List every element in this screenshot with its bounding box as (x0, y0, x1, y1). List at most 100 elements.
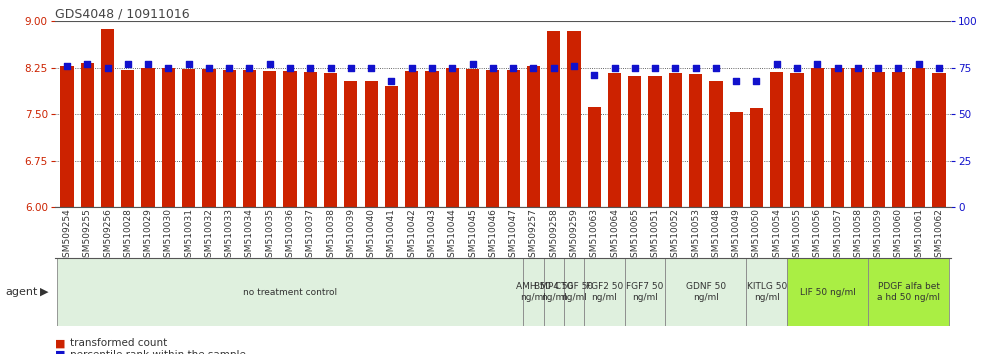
Point (221, 65, 237, 70)
Text: AMH 50
ng/ml: AMH 50 ng/ml (516, 282, 551, 302)
Bar (527, 66, 540, 354)
Bar (161, 68, 175, 354)
Point (323, 65, 339, 70)
Point (830, 65, 846, 70)
Bar (624, 258, 665, 326)
Bar (544, 258, 564, 326)
Text: PDGF alfa bet
a hd 50 ng/ml: PDGF alfa bet a hd 50 ng/ml (877, 282, 940, 302)
Bar (791, 73, 804, 354)
Point (80, 61, 96, 67)
Point (931, 65, 947, 70)
Bar (202, 69, 215, 354)
Bar (648, 76, 661, 354)
Bar (445, 68, 459, 354)
Bar (869, 258, 949, 326)
Text: ■: ■ (55, 350, 66, 354)
Point (464, 61, 480, 67)
Point (626, 65, 642, 70)
Text: FGF2 50
ng/ml: FGF2 50 ng/ml (586, 282, 623, 302)
Bar (872, 72, 884, 354)
Point (546, 65, 562, 70)
Point (566, 63, 582, 69)
Text: FGF7 50
ng/ml: FGF7 50 ng/ml (626, 282, 663, 302)
Point (769, 61, 785, 67)
Text: GDS4048 / 10911016: GDS4048 / 10911016 (55, 7, 189, 20)
Point (303, 65, 319, 70)
Bar (507, 70, 520, 354)
Bar (912, 68, 925, 354)
Text: transformed count: transformed count (70, 338, 167, 348)
Bar (568, 31, 581, 354)
Point (526, 65, 542, 70)
Point (140, 61, 156, 67)
Bar (243, 70, 256, 354)
Bar (486, 70, 499, 354)
Bar (405, 71, 418, 354)
Text: agent: agent (5, 287, 38, 297)
Text: KITLG 50
ng/ml: KITLG 50 ng/ml (747, 282, 787, 302)
Bar (365, 81, 377, 354)
Point (789, 65, 805, 70)
Bar (746, 258, 787, 326)
Bar (384, 86, 398, 354)
Point (180, 61, 196, 67)
Point (587, 72, 603, 78)
Bar (345, 81, 358, 354)
Bar (101, 29, 115, 354)
Point (910, 61, 926, 67)
Bar (588, 107, 601, 354)
Point (890, 65, 906, 70)
Bar (608, 73, 622, 354)
Bar (709, 81, 722, 354)
Bar (141, 68, 154, 354)
Bar (304, 72, 317, 354)
Point (383, 78, 399, 84)
Bar (750, 108, 763, 354)
Point (647, 65, 663, 70)
Bar (81, 63, 94, 354)
Bar (628, 76, 641, 354)
Bar (263, 71, 276, 354)
Point (485, 65, 501, 70)
Point (667, 65, 683, 70)
Bar (770, 72, 784, 354)
Text: ▶: ▶ (40, 287, 49, 297)
Point (160, 65, 176, 70)
Point (120, 61, 135, 67)
Text: CTGF 50
ng/ml: CTGF 50 ng/ml (555, 282, 593, 302)
Point (201, 65, 217, 70)
Bar (584, 258, 624, 326)
Bar (547, 30, 561, 354)
Point (728, 78, 744, 84)
Bar (852, 68, 865, 354)
Text: no treatment control: no treatment control (243, 287, 337, 297)
Point (282, 65, 298, 70)
Bar (665, 258, 746, 326)
Bar (523, 258, 544, 326)
Point (364, 65, 379, 70)
Point (100, 65, 116, 70)
Point (262, 61, 278, 67)
Bar (730, 112, 743, 354)
Point (424, 65, 440, 70)
Bar (831, 68, 845, 354)
Bar (425, 72, 438, 354)
Text: LIF 50 ng/ml: LIF 50 ng/ml (800, 287, 856, 297)
Bar (284, 71, 297, 354)
Point (708, 65, 724, 70)
Bar (811, 68, 824, 354)
Point (505, 65, 521, 70)
Point (444, 65, 460, 70)
Point (607, 65, 622, 70)
Bar (222, 70, 236, 354)
Text: ■: ■ (55, 338, 66, 348)
Text: percentile rank within the sample: percentile rank within the sample (70, 350, 246, 354)
Point (850, 65, 866, 70)
Bar (564, 258, 584, 326)
Point (343, 65, 359, 70)
Point (871, 65, 886, 70)
Point (687, 65, 703, 70)
Bar (324, 73, 338, 354)
Point (403, 65, 419, 70)
Bar (787, 258, 869, 326)
